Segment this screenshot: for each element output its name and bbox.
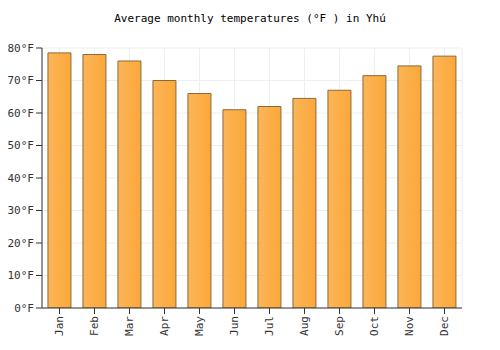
svg-text:Nov: Nov	[403, 316, 416, 336]
svg-text:0°F: 0°F	[14, 302, 34, 315]
svg-text:Feb: Feb	[88, 316, 101, 336]
svg-text:50°F: 50°F	[8, 139, 34, 152]
svg-text:Sep: Sep	[333, 316, 346, 336]
svg-text:Mar: Mar	[123, 316, 136, 336]
html-text:Average monthly temperatures (: Average monthly temperatures (°F ) in Yh…	[114, 12, 386, 25]
svg-text:Jun: Jun	[228, 316, 241, 336]
svg-text:Apr: Apr	[158, 316, 171, 336]
svg-text:30°F: 30°F	[8, 204, 34, 217]
svg-text:Oct: Oct	[368, 316, 381, 336]
svg-text:10°F: 10°F	[8, 269, 34, 282]
svg-text:20°F: 20°F	[8, 237, 34, 250]
svg-text:Jul: Jul	[263, 316, 276, 336]
svg-text:Jan: Jan	[53, 316, 66, 336]
svg-text:May: May	[193, 316, 206, 336]
svg-text:Dec: Dec	[438, 316, 451, 336]
svg-text:Aug: Aug	[298, 316, 311, 336]
svg-text:60°F: 60°F	[8, 107, 34, 120]
svg-text:80°F: 80°F	[8, 42, 34, 55]
svg-text:70°F: 70°F	[8, 74, 34, 87]
svg-text:40°F: 40°F	[8, 172, 34, 185]
